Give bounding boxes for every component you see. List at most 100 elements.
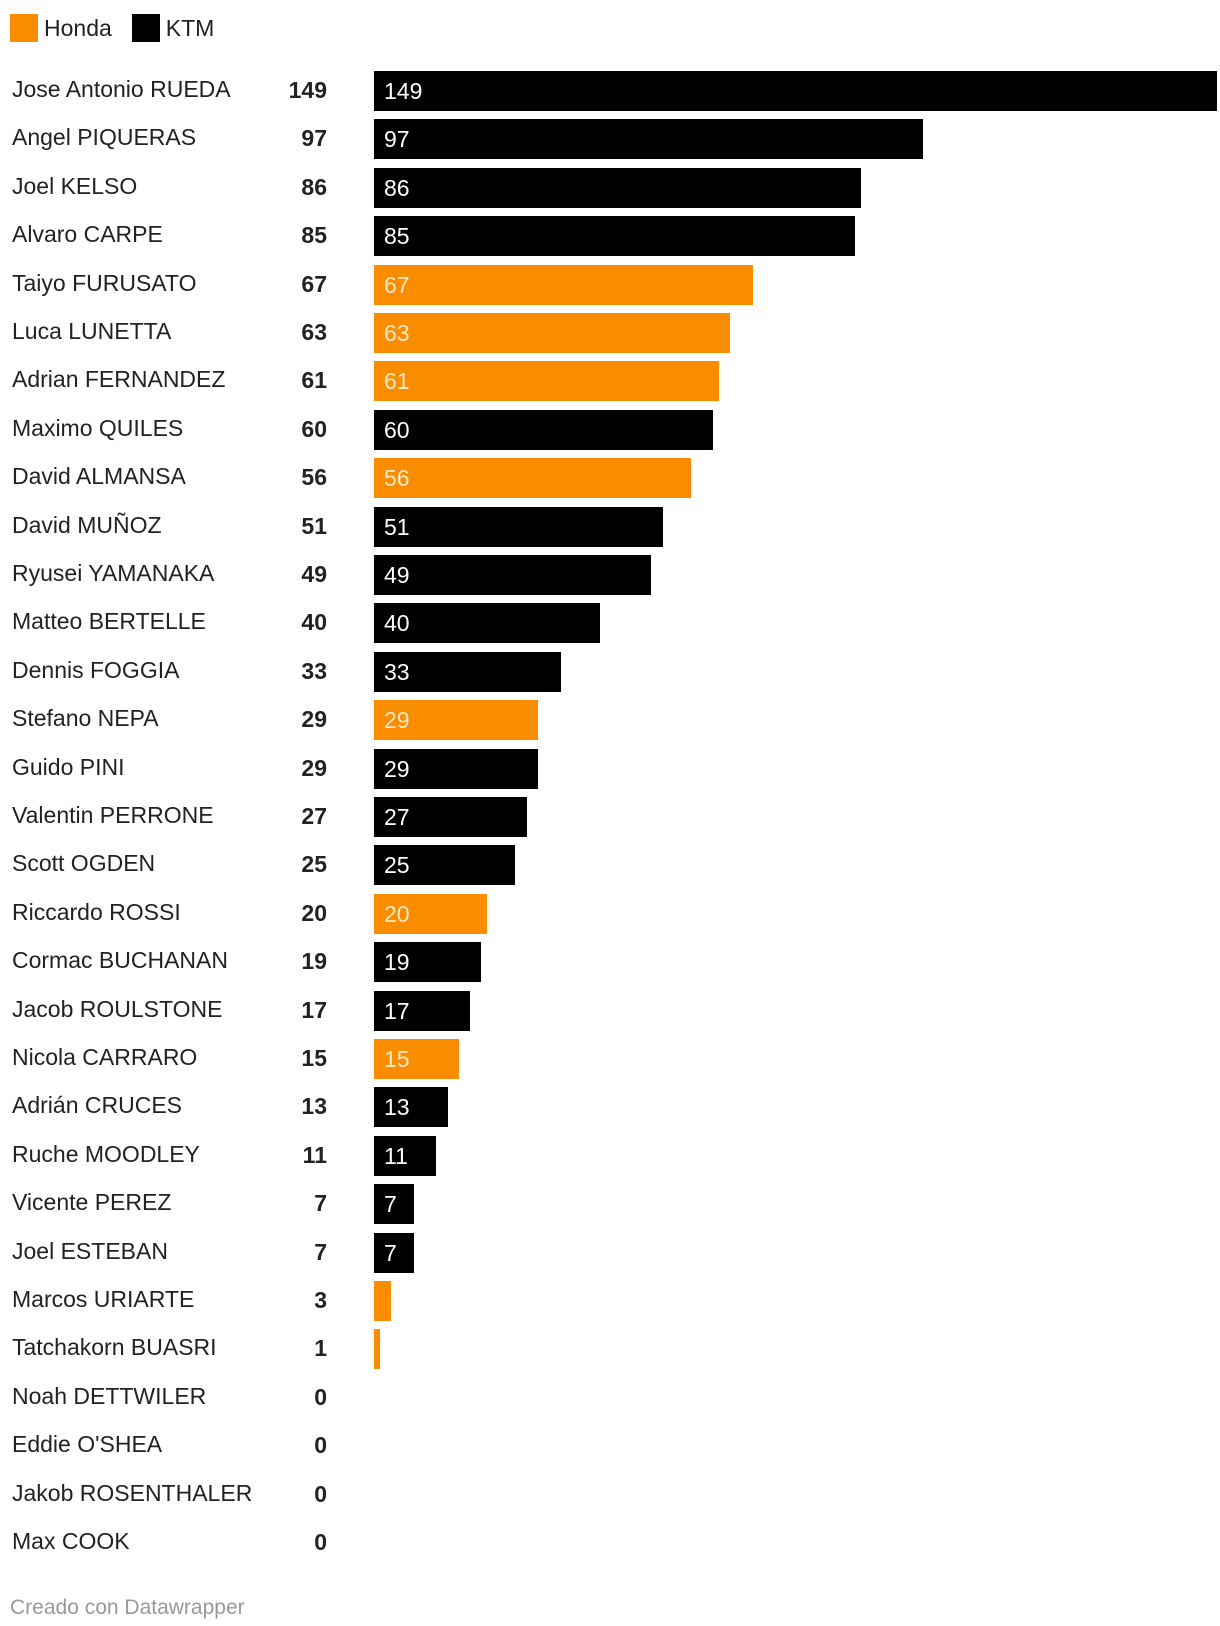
rider-name: Angel PIQUERAS xyxy=(12,124,197,151)
rider-name: Joel KELSO xyxy=(12,172,138,199)
points-total: 49 xyxy=(301,561,327,587)
rider-name: Max COOK xyxy=(12,1528,130,1554)
legend: Honda KTM xyxy=(10,13,234,43)
chart-row: Cormac BUCHANAN 19 19 xyxy=(0,941,1220,987)
points-total: 11 xyxy=(302,1141,327,1168)
points-total: 25 xyxy=(301,851,327,878)
chart-row: Jacob ROULSTONE 17 17 xyxy=(0,990,1220,1036)
bar-value-label: 60 xyxy=(384,416,410,443)
footer-credit[interactable]: Creado con Datawrapper xyxy=(10,1596,245,1619)
bar-value-label: 17 xyxy=(384,997,410,1024)
bar-value-label: 7 xyxy=(384,1239,397,1266)
chart-row: Dennis FOGGIA 33 33 xyxy=(0,651,1220,697)
points-total: 67 xyxy=(301,270,327,297)
bar-value-label: 86 xyxy=(384,174,410,201)
points-total: 29 xyxy=(301,706,327,733)
bar-value-label: 7 xyxy=(384,1191,397,1218)
rider-name: Dennis FOGGIA xyxy=(12,656,180,683)
points-total: 86 xyxy=(301,173,327,200)
rider-name: Taiyo FURUSATO xyxy=(12,269,197,296)
bar-value-label: 29 xyxy=(384,707,410,734)
bar: 60 xyxy=(374,409,714,450)
rider-name: Adrian FERNANDEZ xyxy=(12,366,226,393)
chart-row: Riccardo ROSSI 20 20 xyxy=(0,893,1220,939)
points-total: 0 xyxy=(314,1432,327,1459)
rider-name: Matteo BERTELLE xyxy=(12,608,206,635)
chart-row: Marcos URIARTE 3 xyxy=(0,1280,1220,1326)
rider-name: Eddie O'SHEA xyxy=(12,1431,163,1458)
rider-name: David MUÑOZ xyxy=(12,511,162,538)
points-total: 7 xyxy=(314,1190,327,1217)
rider-name: Tatchakorn BUASRI xyxy=(12,1334,217,1361)
bar: 49 xyxy=(374,555,652,595)
rider-name: Joel ESTEBAN xyxy=(12,1237,168,1264)
bar-value-label: 67 xyxy=(384,271,410,298)
bar: 97 xyxy=(374,119,923,160)
chart-row: Ryusei YAMANAKA 49 49 xyxy=(0,554,1220,600)
rider-name: Jakob ROSENTHALER xyxy=(12,1479,253,1506)
points-total: 63 xyxy=(301,319,327,345)
chart-row: Jose Antonio RUEDA 149 149 xyxy=(0,70,1220,116)
points-total: 85 xyxy=(301,222,327,249)
chart-row: Stefano NEPA 29 29 xyxy=(0,699,1220,745)
chart-row: Vicente PEREZ 7 7 xyxy=(0,1183,1220,1229)
chart-row: Jakob ROSENTHALER 0 xyxy=(0,1474,1220,1520)
rider-name: Luca LUNETTA xyxy=(12,318,172,344)
rider-name: Valentin PERRONE xyxy=(12,802,214,828)
rider-name: Cormac BUCHANAN xyxy=(12,947,228,974)
chart-row: David MUÑOZ 51 51 xyxy=(0,506,1220,552)
bar: 13 xyxy=(374,1087,448,1128)
chart-row: Guido PINI 29 29 xyxy=(0,748,1220,794)
bar-value-label: 29 xyxy=(384,755,410,782)
chart-row: Ruche MOODLEY 11 11 xyxy=(0,1135,1220,1181)
points-total: 97 xyxy=(301,125,327,152)
points-total: 29 xyxy=(301,754,327,781)
points-total: 0 xyxy=(314,1529,327,1555)
points-total: 0 xyxy=(314,1480,327,1507)
bar xyxy=(374,1281,391,1321)
bar: 67 xyxy=(374,264,754,305)
chart-row: Tatchakorn BUASRI 1 xyxy=(0,1328,1220,1374)
legend-swatch-honda xyxy=(10,14,38,42)
chart-row: Scott OGDEN 25 25 xyxy=(0,844,1220,890)
chart-row: Adrián CRUCES 13 13 xyxy=(0,1086,1220,1132)
bar: 19 xyxy=(374,942,482,983)
bar: 29 xyxy=(374,748,539,789)
bar: 33 xyxy=(374,651,561,692)
bar-chart: Jose Antonio RUEDA 149 149 Angel PIQUERAS 97… xyxy=(0,70,1220,1555)
rider-name: Stefano NEPA xyxy=(12,705,159,732)
bar-value-label: 97 xyxy=(384,126,410,153)
bar: 15 xyxy=(374,1039,459,1079)
points-total: 33 xyxy=(301,657,327,684)
bar-value-label: 149 xyxy=(384,78,423,104)
bar-value-label: 20 xyxy=(384,900,410,927)
points-total: 3 xyxy=(314,1287,327,1313)
legend-label-ktm: KTM xyxy=(165,15,215,41)
bar: 63 xyxy=(374,313,731,353)
rider-name: Scott OGDEN xyxy=(12,850,156,877)
rider-name: Ryusei YAMANAKA xyxy=(12,560,215,586)
chart-row: Valentin PERRONE 27 27 xyxy=(0,796,1220,842)
chart-row: Taiyo FURUSATO 67 67 xyxy=(0,264,1220,310)
bar-value-label: 49 xyxy=(384,562,410,588)
bar-value-label: 13 xyxy=(384,1094,410,1121)
rider-name: Jacob ROULSTONE xyxy=(12,995,223,1022)
rider-name: Marcos URIARTE xyxy=(12,1286,195,1312)
rider-name: Maximo QUILES xyxy=(12,414,184,441)
bar-value-label: 40 xyxy=(384,610,410,637)
chart-row: Luca LUNETTA 63 63 xyxy=(0,312,1220,358)
chart-row: Noah DETTWILER 0 xyxy=(0,1377,1220,1423)
rider-name: Ruche MOODLEY xyxy=(12,1140,200,1167)
points-total: 19 xyxy=(301,948,327,975)
chart-row: David ALMANSA 56 56 xyxy=(0,457,1220,503)
points-total: 56 xyxy=(301,464,327,491)
bar: 20 xyxy=(374,893,488,934)
rider-name: Adrián CRUCES xyxy=(12,1092,182,1119)
bar: 86 xyxy=(374,167,861,208)
points-total: 61 xyxy=(301,367,327,394)
bar: 40 xyxy=(374,603,601,644)
bar: 11 xyxy=(374,1135,437,1176)
bar: 85 xyxy=(374,216,855,257)
points-total: 20 xyxy=(301,899,327,926)
rider-name: Riccardo ROSSI xyxy=(12,898,181,925)
